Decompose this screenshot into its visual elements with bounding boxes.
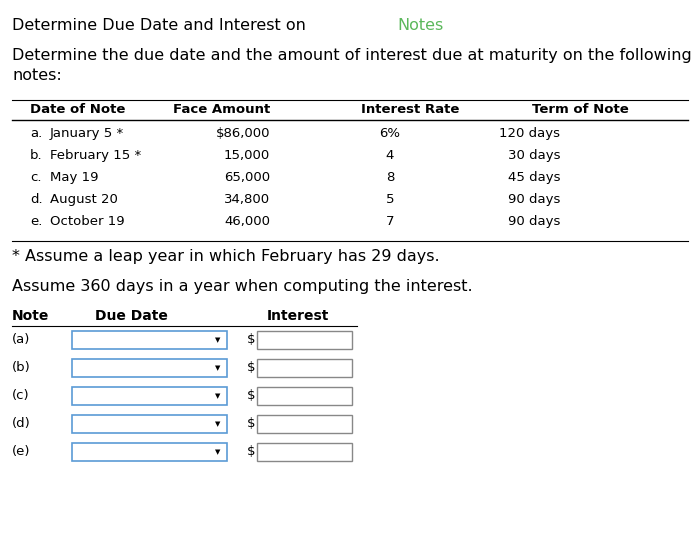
Text: 30 days: 30 days — [508, 149, 560, 162]
FancyBboxPatch shape — [72, 415, 227, 433]
Text: October 19: October 19 — [50, 215, 125, 228]
Text: $86,000: $86,000 — [216, 127, 270, 140]
FancyBboxPatch shape — [257, 331, 352, 349]
Text: Term of Note: Term of Note — [531, 103, 629, 116]
Text: e.: e. — [30, 215, 43, 228]
FancyBboxPatch shape — [72, 359, 227, 377]
FancyBboxPatch shape — [72, 331, 227, 349]
Text: ▼: ▼ — [216, 365, 220, 371]
Text: May 19: May 19 — [50, 171, 99, 184]
Text: Assume 360 days in a year when computing the interest.: Assume 360 days in a year when computing… — [12, 279, 472, 294]
Text: * Assume a leap year in which February has 29 days.: * Assume a leap year in which February h… — [12, 249, 440, 264]
Text: 4: 4 — [386, 149, 394, 162]
Text: 65,000: 65,000 — [224, 171, 270, 184]
Text: ▼: ▼ — [216, 449, 220, 455]
Text: b.: b. — [30, 149, 43, 162]
FancyBboxPatch shape — [257, 415, 352, 433]
Text: 120 days: 120 days — [499, 127, 560, 140]
Text: January 5 *: January 5 * — [50, 127, 125, 140]
Text: 7: 7 — [386, 215, 394, 228]
Text: $: $ — [247, 333, 256, 346]
FancyBboxPatch shape — [72, 443, 227, 461]
Text: 15,000: 15,000 — [224, 149, 270, 162]
Text: 90 days: 90 days — [508, 215, 560, 228]
Text: (d): (d) — [12, 417, 31, 430]
Text: Interest Rate: Interest Rate — [360, 103, 459, 116]
Text: (e): (e) — [12, 445, 31, 458]
FancyBboxPatch shape — [257, 387, 352, 405]
Text: d.: d. — [30, 193, 43, 206]
Text: 34,800: 34,800 — [224, 193, 270, 206]
Text: 8: 8 — [386, 171, 394, 184]
Text: Determine the due date and the amount of interest due at maturity on the followi: Determine the due date and the amount of… — [12, 48, 692, 63]
Text: ▼: ▼ — [216, 393, 220, 399]
FancyBboxPatch shape — [257, 359, 352, 377]
Text: $: $ — [247, 445, 256, 458]
Text: Determine Due Date and Interest on: Determine Due Date and Interest on — [12, 18, 311, 33]
Text: $: $ — [247, 417, 256, 430]
Text: 90 days: 90 days — [508, 193, 560, 206]
FancyBboxPatch shape — [72, 387, 227, 405]
Text: c.: c. — [30, 171, 41, 184]
Text: 45 days: 45 days — [508, 171, 560, 184]
Text: (a): (a) — [12, 333, 30, 346]
Text: February 15 *: February 15 * — [50, 149, 141, 162]
Text: Date of Note: Date of Note — [30, 103, 125, 116]
Text: ▼: ▼ — [216, 337, 220, 343]
Text: Note: Note — [12, 309, 50, 323]
Text: Interest: Interest — [267, 309, 330, 323]
FancyBboxPatch shape — [257, 443, 352, 461]
Text: $: $ — [247, 389, 256, 402]
Text: August 20: August 20 — [50, 193, 118, 206]
Text: (c): (c) — [12, 389, 29, 402]
Text: Notes: Notes — [398, 18, 444, 33]
Text: 5: 5 — [386, 193, 394, 206]
Text: ▼: ▼ — [216, 421, 220, 427]
Text: $: $ — [247, 361, 256, 374]
Text: notes:: notes: — [12, 68, 62, 83]
Text: Due Date: Due Date — [95, 309, 168, 323]
Text: 46,000: 46,000 — [224, 215, 270, 228]
Text: 6%: 6% — [379, 127, 400, 140]
Text: Face Amount: Face Amount — [173, 103, 270, 116]
Text: a.: a. — [30, 127, 42, 140]
Text: (b): (b) — [12, 361, 31, 374]
